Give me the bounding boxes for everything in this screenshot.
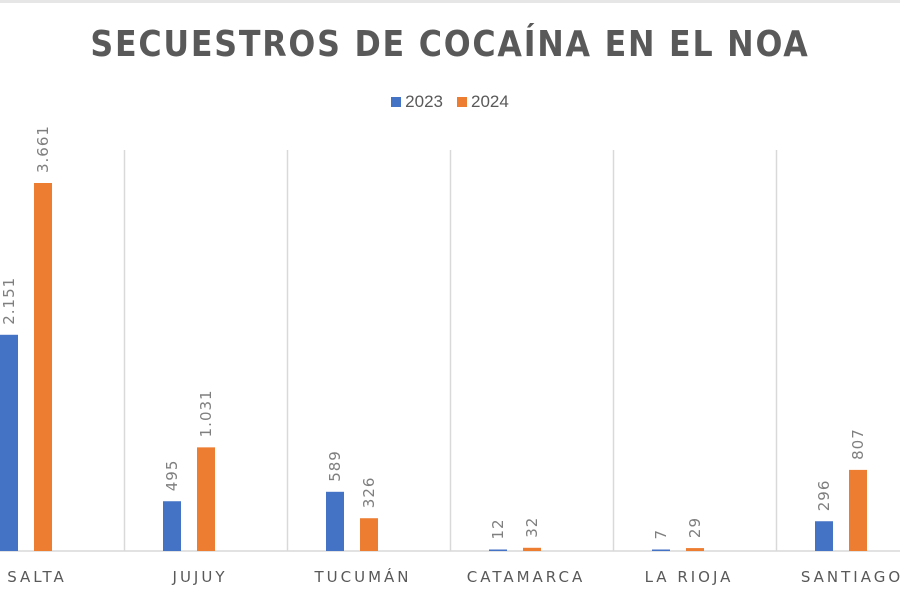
bar-2023-salta xyxy=(0,334,18,551)
bar-2023-la rioja xyxy=(652,549,670,551)
bar-2024-catamarca xyxy=(523,547,541,551)
chart-title: SECUESTROS DE COCAÍNA EN EL NOA xyxy=(90,24,810,65)
data-label: 1.031 xyxy=(197,389,215,437)
data-label: 3.661 xyxy=(34,125,52,173)
x-tick-label: SALTA xyxy=(7,568,67,586)
bar-2023-catamarca xyxy=(489,549,507,551)
bar-2023-jujuy xyxy=(163,501,181,551)
x-tick-label: SANTIAGO xyxy=(801,568,900,586)
bar-2023-santiago xyxy=(815,521,833,551)
x-tick-label: LA RIOJA xyxy=(645,568,734,586)
legend-swatch-2023 xyxy=(391,97,402,107)
data-label: 807 xyxy=(849,428,867,460)
bar-2024-tucumán xyxy=(360,518,378,551)
top-border xyxy=(0,0,900,3)
data-label: 495 xyxy=(163,460,181,492)
bar-2024-la rioja xyxy=(686,548,704,551)
legend-swatch-2024 xyxy=(457,97,467,107)
legend-item-2024: 2024 xyxy=(457,92,509,112)
legend-label-2023: 2023 xyxy=(405,92,443,111)
bar-2024-santiago xyxy=(849,469,867,551)
data-label: 326 xyxy=(360,477,378,509)
legend-label-2024: 2024 xyxy=(471,92,509,111)
legend: 2023 2024 xyxy=(0,92,900,112)
data-label: 2.151 xyxy=(0,277,18,325)
x-tick-label: TUCUMÁN xyxy=(313,567,411,586)
legend-item-2023: 2023 xyxy=(391,92,443,112)
data-label: 589 xyxy=(326,450,344,482)
bar-2024-jujuy xyxy=(197,447,215,551)
bar-2024-salta xyxy=(34,183,52,551)
data-label: 32 xyxy=(523,517,541,538)
bar-2023-tucumán xyxy=(326,491,344,551)
data-label: 29 xyxy=(686,517,704,538)
x-tick-label: JUJUY xyxy=(172,568,228,586)
data-label: 12 xyxy=(489,518,507,539)
data-label: 296 xyxy=(815,480,833,512)
data-label: 7 xyxy=(652,529,670,540)
x-tick-label: CATAMARCA xyxy=(467,568,585,586)
